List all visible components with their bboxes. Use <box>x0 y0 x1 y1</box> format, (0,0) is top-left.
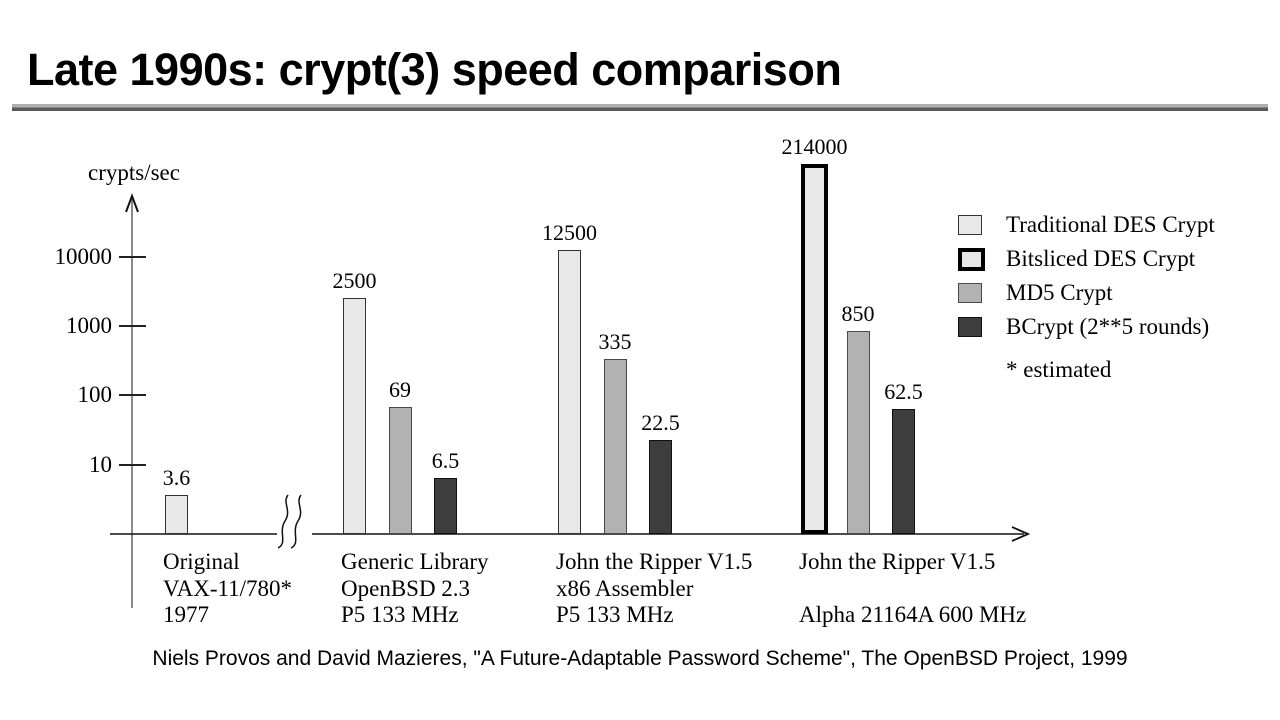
bar-traditional <box>558 249 581 534</box>
legend-swatch-box <box>958 317 988 337</box>
legend-item-bitsliced: Bitsliced DES Crypt <box>958 246 1195 272</box>
group-label-line: P5 133 MHz <box>341 602 459 627</box>
group-label: Original VAX-11/780* 1977 <box>163 549 292 629</box>
legend-swatch-box <box>958 283 988 303</box>
legend-item-label: MD5 Crypt <box>1006 280 1113 305</box>
y-tick-mark <box>119 394 146 397</box>
citation-footer: Niels Provos and David Mazieres, "A Futu… <box>152 647 1128 670</box>
bar-traditional <box>165 495 188 534</box>
bar-traditional <box>343 298 366 534</box>
bcrypt-swatch-icon <box>958 317 982 337</box>
slide-title: Late 1990s: crypt(3) speed comparison <box>27 44 842 95</box>
axis-break-icon <box>277 494 302 549</box>
x-axis-arrow-icon <box>1011 526 1031 542</box>
legend-item-bcrypt: BCrypt (2**5 rounds) <box>958 314 1209 340</box>
y-tick-label: 10 <box>89 451 112 477</box>
bar-md5 <box>388 406 412 534</box>
y-axis-label: crypts/sec <box>88 160 180 185</box>
group-label-line: Generic Library <box>341 549 489 574</box>
bar-value-label: 2500 <box>332 268 377 294</box>
group-label-line: OpenBSD 2.3 <box>341 575 471 601</box>
bar-value-label: 62.5 <box>884 379 923 405</box>
md5-swatch-icon <box>958 283 982 303</box>
bar-value-label: 6.5 <box>431 447 460 473</box>
y-tick-label: 1000 <box>66 313 112 338</box>
y-tick-label: 100 <box>77 382 113 408</box>
y-axis-arrow-icon <box>125 193 139 213</box>
group-label: Generic Library OpenBSD 2.3 P5 133 MHz <box>341 549 489 629</box>
group-label-line: 1977 <box>163 602 209 627</box>
bar-value-label: 69 <box>389 376 411 402</box>
legend-item-label: Traditional DES Crypt <box>1006 212 1215 237</box>
legend-item-label: BCrypt (2**5 rounds) <box>1006 314 1210 339</box>
y-tick-mark <box>119 463 146 466</box>
group-label-line: x86 Assembler <box>556 575 694 601</box>
legend-item-label: Bitsliced DES Crypt <box>1006 246 1196 271</box>
legend-swatch-box <box>958 215 988 235</box>
legend-item-traditional: Traditional DES Crypt <box>958 212 1215 238</box>
group-label: John the Ripper V1.5 x86 Assembler P5 133 … <box>556 549 752 629</box>
bar-bcrypt <box>892 409 915 534</box>
bitsliced-swatch-icon <box>958 247 985 271</box>
legend-note: * estimated <box>1006 357 1112 382</box>
bar-value-label: 850 <box>841 300 875 326</box>
bar-md5 <box>603 358 627 534</box>
group-label: John the Ripper V1.5 Alpha 21164A 600 MH… <box>799 549 1026 629</box>
bar-bcrypt <box>434 477 457 534</box>
group-label-line <box>799 576 1026 603</box>
group-label-line: Original <box>163 549 240 574</box>
y-tick-mark <box>119 255 146 258</box>
bar-bcrypt <box>649 440 672 534</box>
group-label-line: VAX-11/780* <box>163 575 293 601</box>
y-tick-label: 10000 <box>54 243 113 269</box>
traditional-swatch-icon <box>958 215 982 235</box>
bar-md5 <box>846 330 870 534</box>
group-label-line: P5 133 MHz <box>556 602 674 627</box>
bar-value-label: 12500 <box>542 219 597 245</box>
group-label-line: John the Ripper V1.5 <box>556 549 753 574</box>
group-label-line: Alpha 21164A 600 MHz <box>799 602 1027 627</box>
bar-value-label: 335 <box>598 328 632 354</box>
legend-swatch-box <box>958 247 988 271</box>
bar-bitsliced <box>801 164 828 534</box>
group-label-line: John the Ripper V1.5 <box>799 549 996 574</box>
legend-item-md5: MD5 Crypt <box>958 280 1113 306</box>
y-tick-mark <box>119 325 146 327</box>
bar-value-label: 22.5 <box>641 410 680 436</box>
bar-value-label: 214000 <box>781 134 848 160</box>
title-divider-rule <box>12 104 1268 111</box>
bar-value-label: 3.6 <box>162 465 191 491</box>
